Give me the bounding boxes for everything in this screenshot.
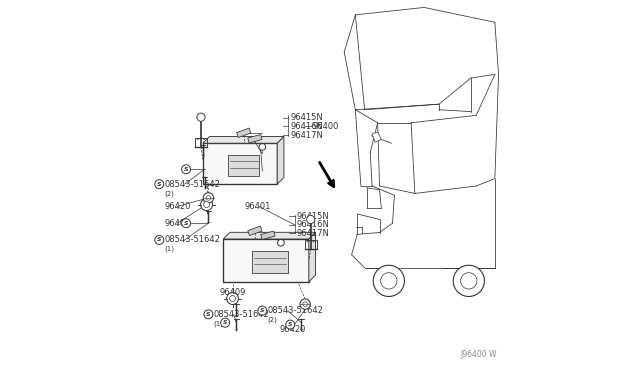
Text: 96409: 96409 xyxy=(220,288,246,296)
Polygon shape xyxy=(260,231,275,240)
Text: S: S xyxy=(206,312,211,317)
Text: 96417N: 96417N xyxy=(291,131,323,140)
Polygon shape xyxy=(248,135,262,143)
Circle shape xyxy=(461,273,477,289)
Polygon shape xyxy=(223,232,316,239)
Circle shape xyxy=(221,318,230,327)
Circle shape xyxy=(278,240,284,246)
Text: 08543-51642: 08543-51642 xyxy=(164,235,220,244)
Polygon shape xyxy=(228,155,259,176)
Text: S: S xyxy=(157,182,161,187)
Circle shape xyxy=(197,113,205,121)
Text: 96416N: 96416N xyxy=(296,220,330,230)
Polygon shape xyxy=(277,137,284,184)
Text: (1): (1) xyxy=(214,320,223,327)
Circle shape xyxy=(204,310,213,319)
Text: 96417N: 96417N xyxy=(296,229,330,238)
Text: 96416N: 96416N xyxy=(291,122,323,131)
Circle shape xyxy=(286,320,294,329)
Polygon shape xyxy=(203,137,284,143)
Circle shape xyxy=(307,215,315,224)
Circle shape xyxy=(381,273,397,289)
Polygon shape xyxy=(252,251,288,273)
Text: 96420: 96420 xyxy=(165,202,191,211)
Circle shape xyxy=(200,199,212,211)
Text: 96400: 96400 xyxy=(312,122,339,131)
Circle shape xyxy=(206,196,211,200)
Text: 08543-51642: 08543-51642 xyxy=(268,306,323,315)
Text: S: S xyxy=(157,237,161,243)
Circle shape xyxy=(300,299,310,309)
Text: (2): (2) xyxy=(268,317,277,323)
Text: S: S xyxy=(223,320,227,325)
Circle shape xyxy=(373,265,404,296)
Text: 96401: 96401 xyxy=(245,202,271,211)
Circle shape xyxy=(204,202,209,208)
Text: S: S xyxy=(288,322,292,327)
Circle shape xyxy=(182,219,191,228)
Circle shape xyxy=(155,235,164,244)
Text: 96415N: 96415N xyxy=(296,212,330,221)
Text: (1): (1) xyxy=(164,246,175,253)
Circle shape xyxy=(230,295,236,301)
Polygon shape xyxy=(372,132,381,142)
Text: 08543-51642: 08543-51642 xyxy=(164,180,220,189)
Circle shape xyxy=(182,165,191,174)
Circle shape xyxy=(203,193,214,203)
Circle shape xyxy=(227,292,239,304)
Polygon shape xyxy=(309,232,316,282)
Text: 08543-51642: 08543-51642 xyxy=(214,310,269,319)
Text: 96415N: 96415N xyxy=(291,113,323,122)
Polygon shape xyxy=(248,226,262,235)
Text: 96409: 96409 xyxy=(165,219,191,228)
Text: (2): (2) xyxy=(164,190,174,197)
Circle shape xyxy=(155,180,164,189)
Circle shape xyxy=(259,144,266,150)
Circle shape xyxy=(303,302,307,306)
Text: S: S xyxy=(184,167,188,172)
Circle shape xyxy=(453,265,484,296)
Text: 96420: 96420 xyxy=(279,325,305,334)
Text: J96400 W: J96400 W xyxy=(460,350,497,359)
Polygon shape xyxy=(223,239,309,282)
Polygon shape xyxy=(237,128,251,138)
Circle shape xyxy=(258,306,267,315)
Polygon shape xyxy=(203,143,277,184)
Text: S: S xyxy=(184,221,188,226)
Text: S: S xyxy=(260,308,264,313)
